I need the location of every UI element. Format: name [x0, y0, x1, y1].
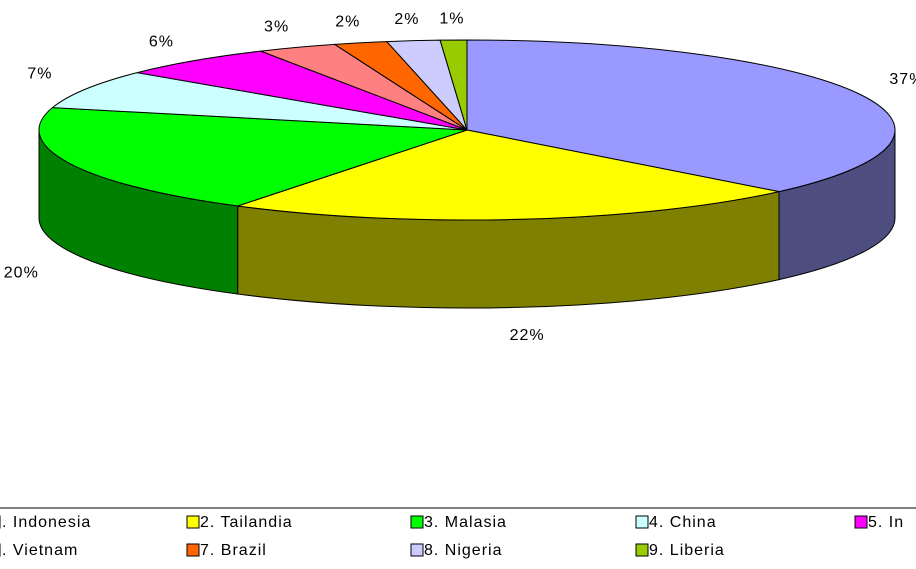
legend-swatch: [186, 515, 200, 529]
data-label: 2%: [394, 11, 419, 28]
legend-label: 7. Brazil: [200, 542, 267, 559]
pie-slice: [51, 72, 468, 131]
data-label: 20%: [4, 264, 39, 281]
legend-label: . Vietnam: [2, 542, 78, 559]
legend-label: 9. Liberia: [649, 542, 725, 559]
legend-swatch: [410, 543, 424, 557]
legend-swatch: [635, 543, 649, 557]
data-label: 7%: [27, 65, 52, 82]
pie-slice: [439, 39, 468, 131]
data-label: 22%: [510, 327, 545, 344]
data-label: 37%: [889, 71, 916, 88]
legend-label: 2. Tailandia: [200, 514, 293, 531]
legend-label: 4. China: [649, 514, 717, 531]
legend-label: 5. In: [868, 514, 904, 531]
data-label: 3%: [264, 19, 289, 36]
legend-swatch: [635, 515, 649, 529]
legend-label: . Indonesia: [2, 514, 91, 531]
legend-swatch: [186, 543, 200, 557]
legend-label: 3. Malasia: [424, 514, 507, 531]
pie-slice: [237, 129, 780, 221]
legend-label: 8. Nigeria: [424, 542, 502, 559]
pie-slice: [466, 39, 896, 193]
pie-slice: [137, 50, 468, 131]
data-label: 6%: [149, 34, 174, 51]
pie-slice: [38, 107, 468, 207]
legend-swatch: [854, 515, 868, 529]
data-label: 2%: [335, 14, 360, 31]
data-label: 1%: [439, 10, 464, 27]
legend-swatch: [410, 515, 424, 529]
